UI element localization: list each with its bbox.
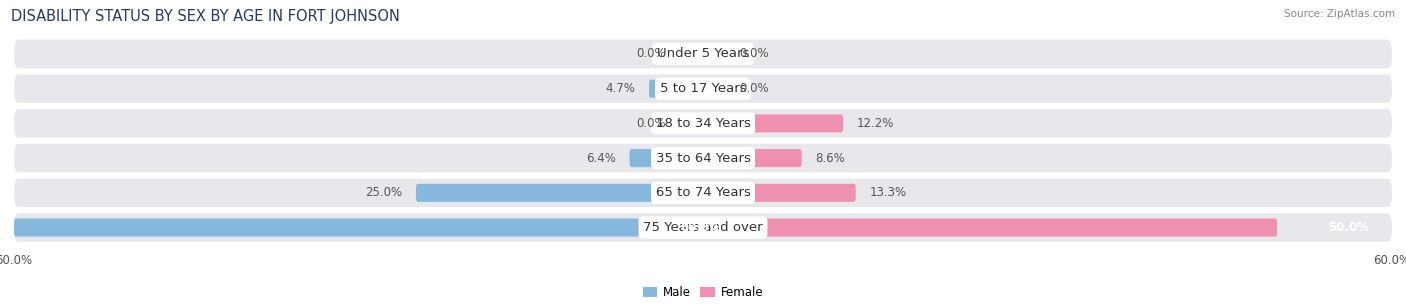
Text: 0.0%: 0.0% [637,117,666,130]
Text: 18 to 34 Years: 18 to 34 Years [655,117,751,130]
FancyBboxPatch shape [630,149,703,167]
Text: 4.7%: 4.7% [606,82,636,95]
Text: DISABILITY STATUS BY SEX BY AGE IN FORT JOHNSON: DISABILITY STATUS BY SEX BY AGE IN FORT … [11,9,401,24]
Text: 0.0%: 0.0% [637,48,666,60]
FancyBboxPatch shape [14,179,1392,207]
FancyBboxPatch shape [14,74,1392,103]
FancyBboxPatch shape [416,184,703,202]
Text: 60.0%: 60.0% [681,221,721,234]
FancyBboxPatch shape [703,149,801,167]
FancyBboxPatch shape [703,80,725,98]
FancyBboxPatch shape [14,144,1392,172]
FancyBboxPatch shape [14,40,1392,68]
FancyBboxPatch shape [14,109,1392,138]
Legend: Male, Female: Male, Female [638,282,768,304]
Text: 6.4%: 6.4% [586,152,616,165]
FancyBboxPatch shape [14,213,1392,242]
Text: 25.0%: 25.0% [366,186,402,199]
FancyBboxPatch shape [703,114,844,132]
Text: 35 to 64 Years: 35 to 64 Years [655,152,751,165]
Text: 8.6%: 8.6% [815,152,845,165]
FancyBboxPatch shape [703,218,1277,237]
Text: 12.2%: 12.2% [856,117,894,130]
FancyBboxPatch shape [703,184,856,202]
FancyBboxPatch shape [681,45,703,63]
FancyBboxPatch shape [681,114,703,132]
Text: 50.0%: 50.0% [1329,221,1369,234]
Text: 75 Years and over: 75 Years and over [643,221,763,234]
Text: Source: ZipAtlas.com: Source: ZipAtlas.com [1284,9,1395,19]
Text: Under 5 Years: Under 5 Years [657,48,749,60]
FancyBboxPatch shape [703,45,725,63]
FancyBboxPatch shape [650,80,703,98]
Text: 65 to 74 Years: 65 to 74 Years [655,186,751,199]
Text: 0.0%: 0.0% [740,82,769,95]
Text: 13.3%: 13.3% [869,186,907,199]
Text: 5 to 17 Years: 5 to 17 Years [659,82,747,95]
Text: 0.0%: 0.0% [740,48,769,60]
FancyBboxPatch shape [14,218,703,237]
